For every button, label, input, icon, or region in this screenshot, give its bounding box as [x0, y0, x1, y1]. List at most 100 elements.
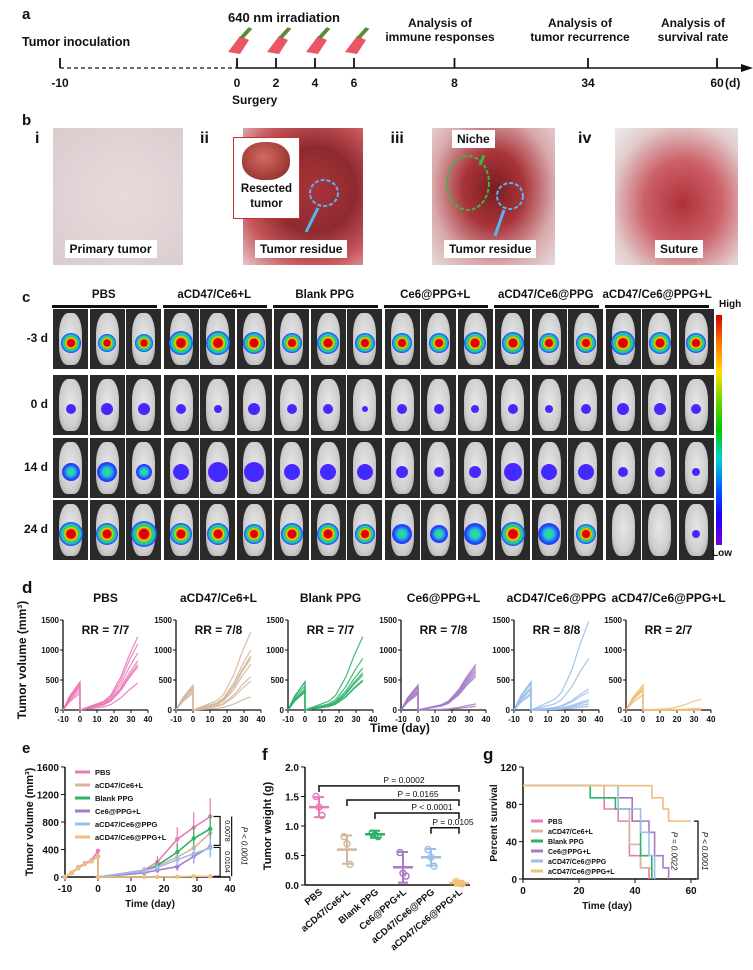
bioluminescence-signal — [280, 523, 303, 545]
x-tick-label: -10 — [620, 715, 632, 724]
bioluminescence-signal — [323, 404, 333, 414]
bioluminescence-signal — [283, 464, 300, 480]
group-bar — [162, 305, 267, 308]
growth-curve — [175, 664, 252, 711]
p-value: P < 0.0001 — [411, 802, 452, 812]
data-point — [142, 868, 147, 874]
p-value: 0.0104 — [223, 851, 230, 873]
bioluminescence-signal — [611, 331, 635, 355]
p-value: P < 0.0001 — [240, 827, 249, 866]
panel-label-f: f — [262, 745, 268, 764]
mouse-image — [126, 500, 161, 560]
panel-label-d: d — [22, 578, 33, 597]
mouse-image — [89, 375, 125, 435]
bioluminescence-signal — [243, 332, 265, 354]
timeline-arrow — [741, 64, 753, 72]
rr-label: RR = 7/8 — [195, 623, 243, 637]
inoculation-label: Tumor inoculation — [22, 35, 131, 49]
bioluminescence-signal — [281, 333, 302, 353]
bracket — [213, 815, 221, 846]
growth-curve — [625, 683, 701, 711]
mouse-image — [495, 309, 530, 369]
colorbar — [716, 315, 722, 545]
timeline-tick-label: -10 — [51, 76, 69, 90]
p-value: P = 0.0165 — [397, 789, 438, 799]
mouse-image — [384, 375, 420, 435]
mouse-image — [200, 375, 235, 435]
growth-curve — [513, 658, 590, 711]
bioluminescence-signal — [464, 332, 486, 354]
mouse-image — [531, 375, 567, 435]
growth-curve — [400, 668, 477, 711]
bioluminescence-signal — [320, 464, 336, 480]
x-tick-label: 60 — [685, 886, 697, 897]
x-tick-label: -10 — [58, 884, 73, 895]
data-point — [175, 850, 180, 855]
chart-d: Tumor volume (mm³) Time (day) PBS RR = 7/7 0… — [15, 591, 726, 735]
x-tick-label: 30 — [352, 715, 361, 724]
bioluminescence-signal — [354, 333, 375, 353]
mouse-image — [274, 500, 309, 560]
data-point — [424, 845, 432, 854]
x-tick-label: 40 — [224, 884, 236, 895]
bioluminescence-signal — [471, 405, 479, 413]
timeline-tick-label: 60 — [710, 76, 724, 90]
bioluminescence-signal — [317, 332, 339, 354]
bioluminescence-signal — [101, 403, 113, 415]
x-tick-label: 10 — [318, 715, 327, 724]
mouse-image — [126, 375, 161, 435]
data-point — [346, 860, 354, 869]
bioluminescence-signal — [575, 333, 596, 353]
legend-label: Blank PPG — [95, 794, 134, 803]
y-axis-label: Tumor volume (mm³) — [24, 767, 36, 876]
panel-label-a: a — [22, 6, 31, 23]
bioluminescence-signal — [137, 403, 150, 415]
y-tick-label: 1200 — [37, 791, 60, 802]
mouse-image — [421, 309, 456, 369]
mouse-image — [605, 309, 641, 369]
bioluminescence-signal — [206, 523, 229, 545]
growth-curve — [62, 682, 139, 711]
mouse-image — [310, 375, 346, 435]
recurrence-analysis-label: Analysis of tumor recurrence — [530, 16, 630, 44]
x-tick-label: 0 — [95, 884, 101, 895]
bioluminescence-signal — [392, 333, 412, 353]
mouse-image — [310, 438, 346, 498]
bioluminescence-signal — [173, 464, 189, 480]
timeline-unit: (d) — [725, 76, 741, 90]
x-tick-label: -10 — [508, 715, 520, 724]
mouse-image — [163, 309, 199, 369]
photo-caption: Suture — [655, 240, 704, 258]
mouse-image — [89, 438, 125, 498]
y-tick-label: 1.0 — [285, 822, 299, 833]
rr-label: RR = 8/8 — [533, 623, 581, 637]
panel-label-e: e — [22, 740, 31, 757]
mouse-image — [568, 309, 603, 369]
x-tick-label: 40 — [144, 715, 153, 724]
x-tick-label: 0 — [303, 715, 308, 724]
comparison-bracket — [318, 785, 460, 792]
x-tick-label: 0 — [78, 715, 83, 724]
group-bar — [604, 305, 709, 308]
y-tick-label: 1500 — [266, 616, 284, 625]
irradiation-label: 640 nm irradiation — [228, 10, 340, 25]
bioluminescence-signal — [96, 523, 118, 545]
photo-numeral: iv — [578, 130, 592, 147]
mouse-image — [89, 309, 125, 369]
timeline-axis — [59, 27, 753, 72]
subplot-title: PBS — [93, 591, 118, 605]
group-title: PBS — [91, 289, 116, 301]
category-0: PBS — [303, 792, 329, 908]
bioluminescence-signal — [61, 463, 80, 481]
legend-label: aCD47/Ce6@PPG+L — [548, 869, 615, 876]
mouse-image — [421, 438, 456, 498]
y-tick-label: 1000 — [604, 646, 622, 655]
mouse-image — [53, 500, 88, 560]
bioluminescence-signal — [356, 464, 373, 480]
mouse-image — [310, 309, 346, 369]
laser-icon — [345, 27, 370, 54]
mouse-image — [678, 375, 714, 435]
mouse-image — [236, 309, 272, 369]
